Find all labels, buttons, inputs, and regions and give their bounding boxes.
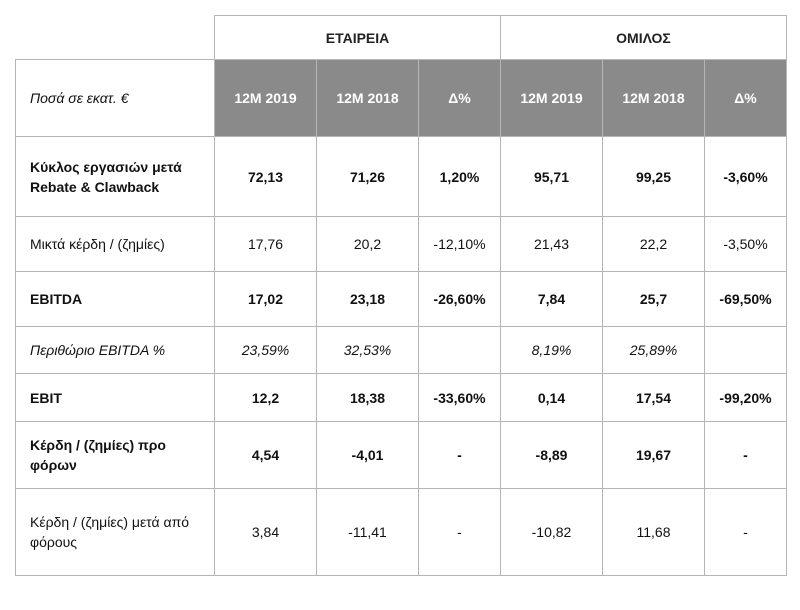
table-cell: -8,89 — [500, 421, 603, 489]
table-cell: -69,50% — [704, 271, 787, 327]
table-cell: -10,82 — [500, 488, 603, 576]
row-label: Κέρδη / (ζημίες) μετά από φόρους — [15, 488, 215, 576]
table-cell: 3,84 — [214, 488, 317, 576]
company-group-header: ΕΤΑΙΡΕΙΑ — [214, 15, 501, 60]
table-cell: 12,2 — [214, 373, 317, 422]
table-cell: 17,54 — [602, 373, 705, 422]
row-label: EBITDA — [15, 271, 215, 327]
row-label: EBIT — [15, 373, 215, 422]
table-cell: -99,20% — [704, 373, 787, 422]
table-cell: - — [418, 421, 501, 489]
table-cell: -11,41 — [316, 488, 419, 576]
table-cell: 19,67 — [602, 421, 705, 489]
table-cell: 23,59% — [214, 326, 317, 374]
group-header-row: ΕΤΑΙΡΕΙΑ ΟΜΙΛΟΣ — [15, 15, 787, 60]
table-cell: 25,89% — [602, 326, 705, 374]
table-cell — [704, 326, 787, 374]
table-row: EBIT 12,2 18,38 -33,60% 0,14 17,54 -99,2… — [15, 373, 787, 422]
table-cell: 25,7 — [602, 271, 705, 327]
unit-label: Ποσά σε εκατ. € — [15, 59, 215, 137]
table-cell: -3,50% — [704, 216, 787, 272]
table-cell: - — [704, 421, 787, 489]
table-cell: 32,53% — [316, 326, 419, 374]
row-label: Κύκλος εργασιών μετά Rebate & Clawback — [15, 136, 215, 217]
table-cell: 8,19% — [500, 326, 603, 374]
group-group-header: ΟΜΙΛΟΣ — [500, 15, 787, 60]
row-label: Περιθώριο EBITDA % — [15, 326, 215, 374]
column-header: 12M 2019 — [500, 59, 603, 137]
row-label: Κέρδη / (ζημίες) προ φόρων — [15, 421, 215, 489]
column-header: Δ% — [418, 59, 501, 137]
column-header: 12M 2019 — [214, 59, 317, 137]
column-header: Δ% — [704, 59, 787, 137]
table-cell: 71,26 — [316, 136, 419, 217]
table-cell: -3,60% — [704, 136, 787, 217]
table-cell: 20,2 — [316, 216, 419, 272]
table-cell: -4,01 — [316, 421, 419, 489]
table-cell: 21,43 — [500, 216, 603, 272]
row-label: Μικτά κέρδη / (ζημίες) — [15, 216, 215, 272]
table-row: EBITDA 17,02 23,18 -26,60% 7,84 25,7 -69… — [15, 271, 787, 327]
column-header: 12M 2018 — [602, 59, 705, 137]
table-cell: 23,18 — [316, 271, 419, 327]
table-cell: 7,84 — [500, 271, 603, 327]
table-cell: -33,60% — [418, 373, 501, 422]
table-cell: -12,10% — [418, 216, 501, 272]
table-row: Περιθώριο EBITDA % 23,59% 32,53% 8,19% 2… — [15, 326, 787, 374]
column-header-row: Ποσά σε εκατ. € 12M 2019 12M 2018 Δ% 12M… — [15, 59, 787, 137]
table-cell: - — [418, 488, 501, 576]
table-cell: 72,13 — [214, 136, 317, 217]
table-cell: 99,25 — [602, 136, 705, 217]
table-row: Κύκλος εργασιών μετά Rebate & Clawback 7… — [15, 136, 787, 217]
financial-results-table: ΕΤΑΙΡΕΙΑ ΟΜΙΛΟΣ Ποσά σε εκατ. € 12M 2019… — [15, 15, 787, 576]
table-cell — [418, 326, 501, 374]
table-cell: -26,60% — [418, 271, 501, 327]
table-cell: 17,76 — [214, 216, 317, 272]
table-cell: 18,38 — [316, 373, 419, 422]
table-cell: 11,68 — [602, 488, 705, 576]
table-row: Κέρδη / (ζημίες) μετά από φόρους 3,84 -1… — [15, 488, 787, 576]
table-cell: 95,71 — [500, 136, 603, 217]
table-cell: 1,20% — [418, 136, 501, 217]
table-row: Κέρδη / (ζημίες) προ φόρων 4,54 -4,01 - … — [15, 421, 787, 489]
table-cell: 4,54 — [214, 421, 317, 489]
table-cell: - — [704, 488, 787, 576]
table-cell: 17,02 — [214, 271, 317, 327]
blank-corner-cell — [15, 15, 215, 60]
table-cell: 22,2 — [602, 216, 705, 272]
table-cell: 0,14 — [500, 373, 603, 422]
column-header: 12M 2018 — [316, 59, 419, 137]
table-row: Μικτά κέρδη / (ζημίες) 17,76 20,2 -12,10… — [15, 216, 787, 272]
